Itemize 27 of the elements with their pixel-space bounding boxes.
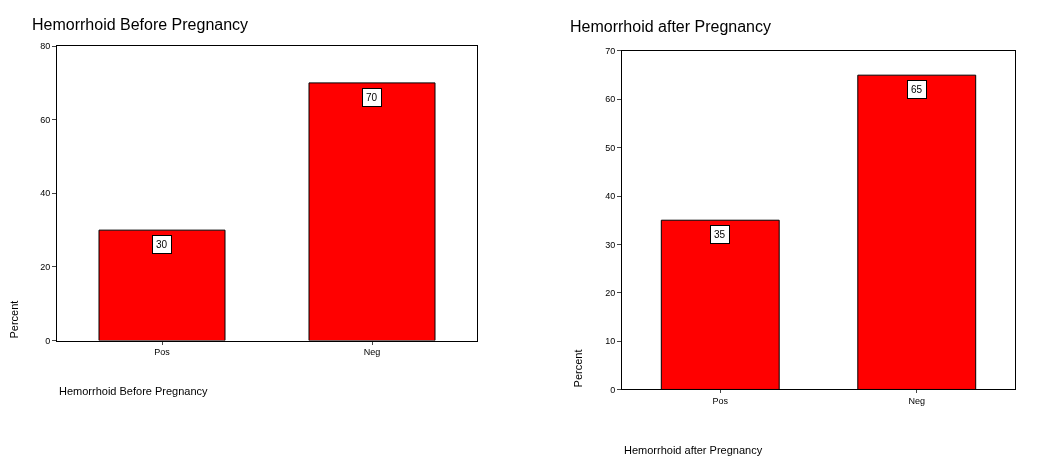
x-tick-label: Neg	[908, 396, 926, 407]
y-tick-label: 40	[40, 188, 51, 199]
y-tick-label: 10	[605, 336, 616, 347]
y-tick-label: 30	[605, 239, 616, 250]
data-label: 65	[911, 84, 923, 95]
y-tick-label: 50	[605, 142, 616, 153]
y-axis-title: Percent	[571, 349, 584, 388]
y-tick-label: 70	[605, 46, 616, 57]
x-tick-label: Pos	[154, 347, 171, 358]
x-axis-title: Hemorrhoid Before Pregnancy	[59, 385, 209, 397]
y-tick-label: 20	[605, 287, 616, 298]
y-tick-label: 80	[40, 41, 51, 52]
y-tick-label: 20	[40, 262, 51, 273]
data-label: 70	[366, 92, 378, 103]
y-tick-label: 0	[610, 384, 616, 395]
y-tick-label: 60	[40, 114, 51, 125]
y-tick-label: 0	[45, 335, 51, 346]
chart-title: Hemorrhoid after Pregnancy	[570, 18, 771, 35]
x-axis-title: Hemorrhoid after Pregnancy	[624, 444, 763, 456]
y-tick-label: 60	[605, 94, 616, 105]
x-tick-label: Neg	[363, 347, 381, 358]
y-axis-title: Percent	[8, 300, 21, 339]
data-label: 30	[156, 239, 168, 250]
data-label: 35	[714, 229, 726, 240]
y-tick-label: 40	[605, 191, 616, 202]
x-tick-label: Pos	[712, 396, 729, 407]
chart-title: Hemorrhoid Before Pregnancy	[32, 16, 249, 33]
